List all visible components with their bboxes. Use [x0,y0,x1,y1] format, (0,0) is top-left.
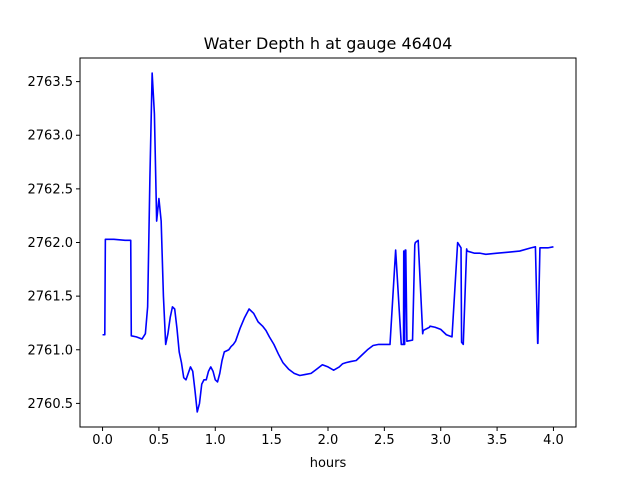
x-tick-label: 1.5 [261,433,282,448]
y-tick-label: 2763.0 [28,129,74,144]
x-tick-label: 4.0 [543,433,564,448]
chart-title: Water Depth h at gauge 46404 [204,34,453,53]
series-layer [102,72,554,413]
y-axis: 2760.5 2761.0 2761.5 2762.0 2762.5 2763.0 2763… [28,75,80,412]
x-tick-label: 1.0 [205,433,226,448]
x-axis: 0.0 0.5 1.0 1.5 2.0 2.5 3.0 3.5 4.0 [92,427,564,448]
x-tick-label: 0.0 [92,433,113,448]
x-tick-label: 2.0 [318,433,339,448]
x-tick-label: 3.0 [430,433,451,448]
x-tick-label: 0.5 [149,433,170,448]
y-tick-label: 2762.0 [28,236,74,251]
x-axis-label: hours [310,456,347,471]
y-tick-label: 2763.5 [28,75,74,90]
y-tick-label: 2760.5 [28,397,74,412]
y-tick-label: 2761.0 [28,343,74,358]
series-line [102,72,554,413]
plot-area [79,57,577,428]
x-tick-label: 2.5 [374,433,395,448]
x-tick-label: 3.5 [487,433,508,448]
y-tick-label: 2762.5 [28,182,74,197]
y-tick-label: 2761.5 [28,290,74,305]
